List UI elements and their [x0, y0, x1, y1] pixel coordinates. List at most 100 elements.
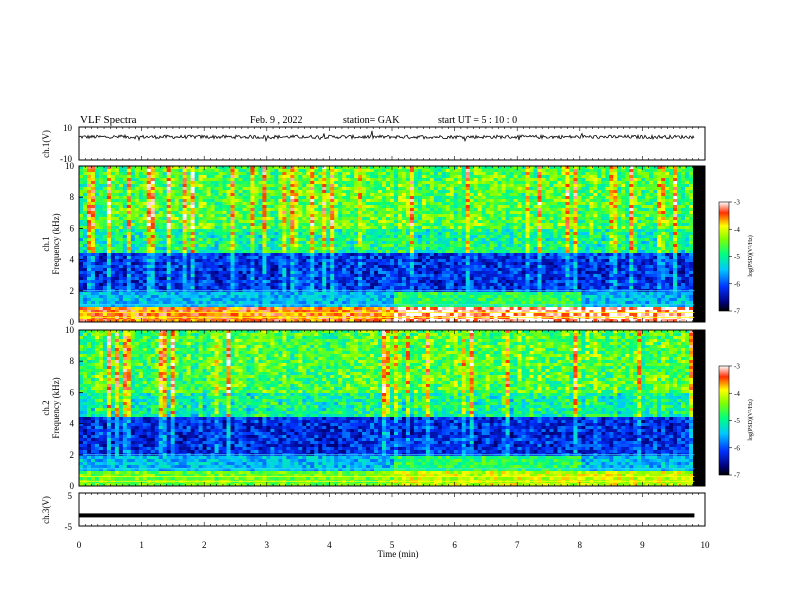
- spectrogram-cell: [158, 187, 164, 191]
- spectrogram-cell: [270, 220, 275, 224]
- spectrogram-cell: [437, 220, 443, 224]
- spectrogram-cell: [114, 295, 120, 299]
- spectrogram-cell: [405, 238, 411, 242]
- spectrogram-cell: [358, 166, 363, 170]
- spectrogram-cell: [114, 166, 120, 170]
- spectrogram-cell: [150, 283, 156, 287]
- spectrogram-cell: [162, 274, 168, 278]
- spectrogram-cell: [266, 214, 271, 218]
- spectrogram-cell: [405, 205, 411, 209]
- spectrogram-cell: [429, 250, 435, 254]
- spectrogram-cell: [302, 283, 307, 287]
- spectrogram-cell: [425, 175, 431, 179]
- spectrogram-cell: [146, 211, 152, 215]
- spectrogram-cell: [218, 286, 223, 290]
- spectrogram-cell: [425, 196, 431, 200]
- spectrogram-cell: [94, 187, 100, 191]
- spectrogram-cell: [290, 292, 295, 296]
- spectrogram-cell: [437, 286, 443, 290]
- spectrogram-cell: [98, 199, 104, 203]
- spectrogram-cell: [126, 241, 132, 245]
- spectrogram-cell: [362, 250, 367, 254]
- spectrogram-cell: [310, 256, 315, 260]
- spectrogram-cell: [310, 214, 315, 218]
- spectrogram-cell: [401, 277, 407, 281]
- spectrogram-cell: [310, 313, 315, 317]
- spectrogram-cell: [390, 307, 395, 311]
- spectrogram-cell: [126, 178, 132, 182]
- spectrogram-cell: [146, 313, 152, 317]
- spectrogram-cell: [405, 313, 411, 317]
- spectrogram-cell: [342, 169, 347, 173]
- spectrogram-cell: [401, 196, 407, 200]
- spectrogram-cell: [202, 295, 207, 299]
- spectrogram-cell: [421, 265, 427, 269]
- spectrogram-cell: [413, 223, 419, 227]
- spectrogram-cell: [382, 187, 387, 191]
- spectrogram-cell: [79, 310, 84, 314]
- spectrogram-cell: [170, 295, 175, 299]
- spectrogram-cell: [314, 292, 319, 296]
- spectrogram-cell: [250, 271, 255, 275]
- spectrogram-cell: [318, 298, 323, 302]
- spectrogram-cell: [214, 268, 219, 272]
- spectrogram-cell: [310, 229, 315, 233]
- spectrogram-cell: [190, 211, 195, 215]
- spectrogram-cell: [358, 199, 363, 203]
- spectrogram-cell: [214, 292, 219, 296]
- spectrogram-cell: [166, 172, 172, 176]
- spectrogram-cell: [390, 220, 395, 224]
- spectrogram-cell: [370, 253, 375, 257]
- spectrogram-cell: [330, 232, 335, 236]
- spectrogram-cell: [350, 298, 355, 302]
- spectrogram-cell: [174, 178, 179, 182]
- spectrogram-cell: [282, 220, 287, 224]
- spectrogram-cell: [254, 247, 259, 251]
- spectrogram-cell: [338, 262, 343, 266]
- spectrogram-cell: [122, 166, 128, 170]
- spectrogram-cell: [366, 175, 371, 179]
- spectrogram-cell: [158, 268, 164, 272]
- spectrogram-cell: [234, 196, 239, 200]
- spectrogram-cell: [222, 169, 227, 173]
- spectrogram-cell: [218, 295, 223, 299]
- spectrogram-cell: [286, 217, 291, 221]
- spectrogram-cell: [278, 178, 283, 182]
- spectrogram-cell: [334, 286, 339, 290]
- spectrogram-cell: [186, 253, 191, 257]
- spectrogram-cell: [210, 214, 215, 218]
- spectrogram-cell: [358, 193, 363, 197]
- spectrogram-cell: [246, 208, 251, 212]
- spectrogram-cell: [310, 259, 315, 263]
- spectrogram-cell: [182, 256, 187, 260]
- spectrogram-cell: [358, 217, 363, 221]
- spectrogram-cell: [326, 199, 331, 203]
- spectrogram-cell: [90, 199, 96, 203]
- spectrogram-cell: [421, 262, 427, 266]
- spectrogram-cell: [134, 229, 140, 233]
- spectrogram-cell: [290, 277, 295, 281]
- spectrogram-cell: [282, 187, 287, 191]
- spectrogram-cell: [266, 283, 271, 287]
- spectrogram-cell: [342, 301, 347, 305]
- spectrogram-cell: [322, 310, 327, 314]
- spectrogram-cell: [262, 319, 267, 323]
- spectrogram-cell: [405, 241, 411, 245]
- spectrogram-cell: [222, 274, 227, 278]
- spectrogram-cell: [202, 226, 207, 230]
- spectrogram-cell: [198, 241, 203, 245]
- spectrogram-cell: [206, 229, 211, 233]
- spectrogram-cell: [114, 247, 120, 251]
- spectrogram-cell: [142, 268, 148, 272]
- spectrogram-cell: [378, 217, 383, 221]
- spectrogram-cell: [346, 214, 351, 218]
- spectrogram-cell: [386, 280, 391, 284]
- spectrogram-cell: [182, 283, 187, 287]
- spectrogram-cell: [90, 172, 96, 176]
- spectrogram-cell: [421, 166, 427, 170]
- spectrogram-cell: [226, 205, 231, 209]
- spectrogram-cell: [409, 247, 415, 251]
- spectrogram-cell: [326, 310, 331, 314]
- spectrogram-cell: [366, 226, 371, 230]
- spectrogram-cell: [417, 301, 423, 305]
